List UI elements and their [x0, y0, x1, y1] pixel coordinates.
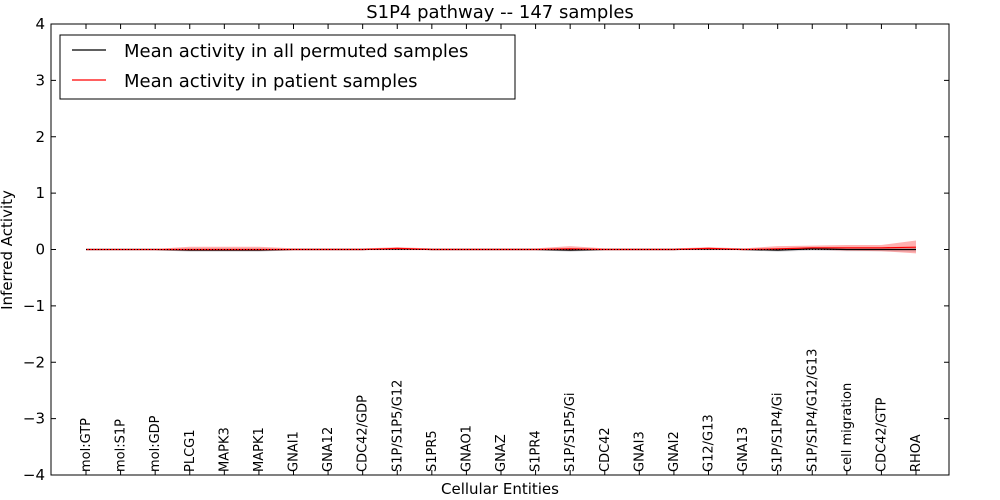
x-tick-label: MAPK3: [217, 427, 232, 472]
x-tick-label: PLCG1: [183, 429, 198, 472]
x-tick-label: S1P/S1P5/G12: [390, 380, 405, 472]
legend-box: [59, 34, 516, 100]
x-tick-label: CDC42: [598, 427, 613, 472]
y-axis: 4 3 2 1 0 −1 −2 −3 −4: [23, 15, 949, 484]
legend-label-patient: Mean activity in patient samples: [124, 71, 418, 92]
x-tick-label: MAPK1: [252, 427, 267, 472]
chart-title: S1P4 pathway -- 147 samples: [366, 2, 634, 23]
x-tick-label: CDC42/GDP: [356, 395, 371, 472]
x-tick-label: GNAO1: [459, 425, 474, 472]
x-tick-label: mol:GTP: [79, 418, 94, 472]
y-tick-label: 4: [35, 15, 45, 33]
x-axis-label: Cellular Entities: [441, 480, 559, 498]
band-patient: [86, 240, 916, 254]
x-tick-label: S1PR5: [425, 430, 440, 472]
legend: Mean activity in all permuted samples Me…: [59, 34, 516, 100]
y-tick-label: −4: [23, 466, 45, 484]
y-tick-label: 1: [35, 184, 45, 202]
x-tick-label: GNA12: [321, 427, 336, 472]
x-axis: mol:GTP mol:S1P mol:GDP PLCG1 MAPK3 MAPK1 GNAI…: [79, 24, 924, 475]
x-tick-label: CDC42/GTP: [874, 397, 889, 472]
x-tick-label: GNA13: [736, 427, 751, 472]
x-tick-label: S1P/S1P4/Gi: [771, 393, 786, 472]
x-tick-label: RHOA: [909, 434, 924, 472]
x-tick-label: GNAI1: [287, 431, 302, 472]
y-tick-label: 2: [35, 128, 45, 146]
x-tick-label: cell migration: [840, 383, 855, 472]
y-tick-label: −1: [23, 297, 45, 315]
x-tick-label: G12/G13: [702, 414, 717, 472]
y-axis-label: Inferred Activity: [0, 190, 16, 310]
legend-label-permuted: Mean activity in all permuted samples: [124, 41, 468, 62]
x-tick-label: S1P/S1P4/G12/G13: [805, 349, 820, 472]
x-tick-label: mol:GDP: [148, 415, 163, 472]
x-tick-label: S1P/S1P5/Gi: [563, 393, 578, 472]
x-tick-label: mol:S1P: [114, 419, 129, 472]
y-tick-label: 0: [35, 241, 45, 259]
y-tick-label: −2: [23, 353, 45, 371]
y-tick-label: −3: [23, 410, 45, 428]
series-lines: [86, 246, 917, 251]
x-tick-label: GNAI3: [632, 431, 647, 472]
x-tick-label: GNAZ: [494, 434, 509, 472]
x-tick-label: S1PR4: [529, 430, 544, 472]
confidence-bands: [86, 240, 916, 254]
x-tick-label: GNAI2: [667, 431, 682, 472]
y-tick-label: 3: [35, 71, 45, 89]
